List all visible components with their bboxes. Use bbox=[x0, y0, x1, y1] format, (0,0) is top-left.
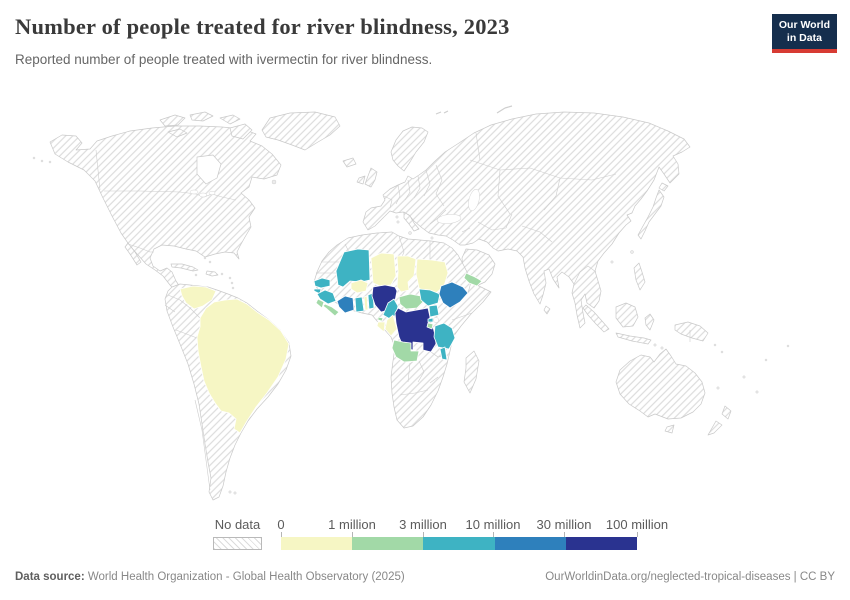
country-ghana[interactable] bbox=[354, 296, 365, 313]
country-malawi[interactable] bbox=[439, 346, 448, 361]
country-south-sudan[interactable] bbox=[418, 288, 441, 307]
country-venezuela[interactable] bbox=[179, 285, 217, 310]
country-burkina-faso[interactable] bbox=[350, 279, 369, 294]
legend-no-data-swatch[interactable] bbox=[213, 537, 262, 550]
country-tanzania[interactable] bbox=[433, 322, 456, 350]
island-sumatra bbox=[582, 304, 610, 333]
legend-color-bar bbox=[281, 537, 638, 550]
country-togo[interactable] bbox=[363, 295, 369, 311]
owid-logo-line1: Our World bbox=[778, 19, 830, 31]
owid-url-link[interactable]: OurWorldinData.org/neglected-tropical-di… bbox=[545, 571, 835, 583]
country-angola[interactable] bbox=[391, 339, 420, 363]
country-cote-divoire[interactable] bbox=[336, 295, 355, 314]
landmass-scandinavia bbox=[390, 126, 429, 172]
landmass-greenland bbox=[261, 111, 341, 151]
country-guinea[interactable] bbox=[316, 289, 337, 305]
caspian-sea bbox=[468, 189, 480, 211]
legend-tick-4: 30 million bbox=[536, 517, 592, 532]
legend-tick-mark bbox=[352, 532, 353, 537]
country-brazil[interactable] bbox=[196, 298, 290, 434]
island-java bbox=[615, 332, 652, 345]
legend-tick-3: 10 million bbox=[465, 517, 521, 532]
island-new-zealand-north bbox=[721, 405, 732, 420]
island-iceland bbox=[342, 157, 357, 168]
country-mali[interactable] bbox=[335, 248, 371, 288]
lakes bbox=[189, 189, 480, 323]
legend-tick-5: 100 million bbox=[605, 517, 669, 532]
landmass-italy bbox=[403, 211, 420, 232]
island-madagascar bbox=[463, 350, 480, 394]
lake-victoria bbox=[433, 317, 439, 323]
island-sri-lanka bbox=[543, 305, 551, 315]
country-rwanda[interactable] bbox=[427, 317, 434, 323]
island-hispaniola bbox=[205, 270, 219, 277]
island-sulawesi bbox=[644, 313, 655, 331]
chart-footer: Data source: World Health Organization -… bbox=[15, 571, 835, 583]
country-dr-congo[interactable] bbox=[394, 307, 437, 353]
legend-bin-2[interactable] bbox=[423, 537, 495, 550]
legend-tick-2: 3 million bbox=[399, 517, 447, 532]
legend-tick-mark bbox=[637, 532, 638, 537]
owid-logo-line2: in Data bbox=[786, 32, 822, 45]
country-yemen[interactable] bbox=[463, 272, 483, 287]
legend-tick-mark bbox=[564, 532, 565, 537]
data-countries bbox=[179, 248, 483, 434]
island-philippines bbox=[633, 262, 646, 291]
country-burundi[interactable] bbox=[426, 322, 434, 330]
country-ethiopia[interactable] bbox=[438, 281, 469, 309]
page-subtitle: Reported number of people treated with i… bbox=[15, 52, 433, 67]
data-source-label: Data source: bbox=[15, 571, 85, 583]
legend-bin-1[interactable] bbox=[352, 537, 424, 550]
country-central-african-republic[interactable] bbox=[398, 293, 425, 310]
country-chad[interactable] bbox=[396, 255, 417, 293]
island-cuba bbox=[170, 263, 199, 272]
data-source-text: Data source: World Health Organization -… bbox=[15, 571, 405, 583]
island-ireland bbox=[356, 175, 366, 185]
country-sierra-leone[interactable] bbox=[315, 298, 325, 309]
island-new-guinea bbox=[674, 321, 709, 342]
legend-bin-0[interactable] bbox=[281, 537, 353, 550]
legend-bin-4[interactable] bbox=[565, 537, 638, 550]
island-japan bbox=[637, 182, 669, 240]
landmass-baja-california bbox=[124, 242, 142, 266]
landmass-north-america bbox=[49, 125, 282, 300]
owid-logo[interactable]: Our World in Data bbox=[771, 14, 837, 54]
legend-tick-1: 1 million bbox=[328, 517, 376, 532]
island-tasmania bbox=[664, 424, 675, 434]
country-uganda[interactable] bbox=[428, 304, 440, 318]
legend-tick-mark bbox=[423, 532, 424, 537]
black-sea bbox=[436, 214, 462, 224]
landmass-eurasia bbox=[362, 111, 691, 329]
country-congo[interactable] bbox=[384, 314, 398, 337]
legend-tick-0: 0 bbox=[277, 517, 285, 532]
landmass-arctic-islands bbox=[159, 111, 253, 140]
small-islands bbox=[32, 105, 790, 495]
legend-tick-mark bbox=[281, 532, 282, 537]
island-great-britain bbox=[364, 167, 378, 188]
country-liberia[interactable] bbox=[322, 303, 340, 317]
legend-tick-mark bbox=[493, 532, 494, 537]
country-gabon[interactable] bbox=[376, 321, 386, 333]
island-borneo bbox=[615, 302, 639, 328]
island-new-zealand-south bbox=[707, 420, 723, 436]
legend-no-data-label: No data bbox=[214, 517, 261, 532]
country-senegal[interactable] bbox=[313, 277, 331, 289]
country-equatorial-guinea[interactable] bbox=[377, 316, 384, 322]
page-title: Number of people treated for river blind… bbox=[15, 14, 510, 39]
legend-bin-3[interactable] bbox=[494, 537, 566, 550]
country-niger[interactable] bbox=[370, 252, 397, 287]
landmass-australia bbox=[615, 348, 706, 420]
